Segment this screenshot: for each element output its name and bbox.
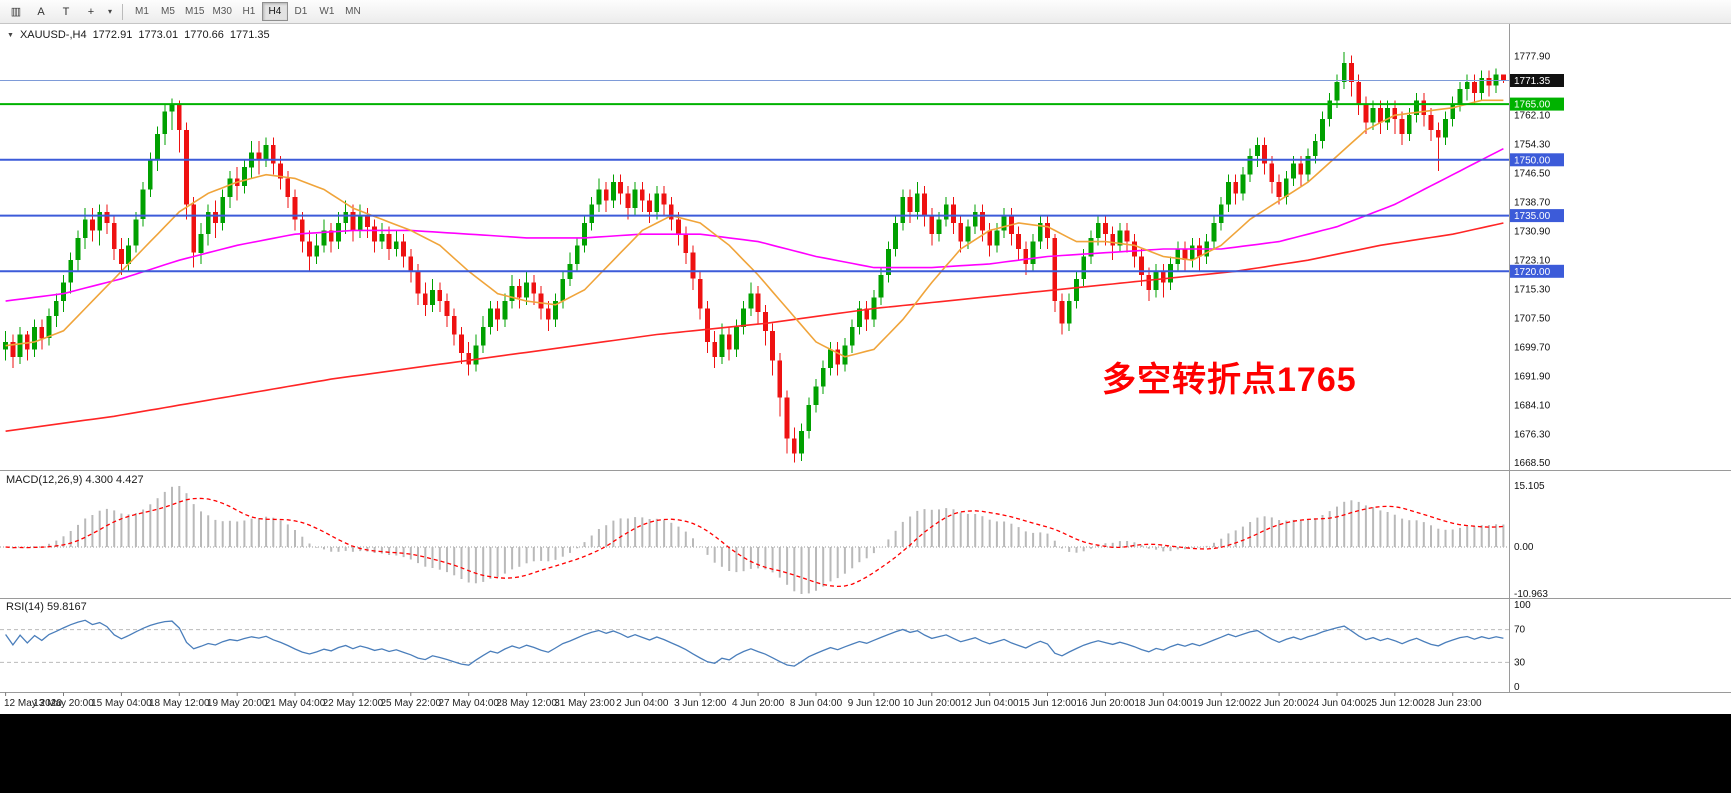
svg-text:18 Jun 04:00: 18 Jun 04:00	[1134, 698, 1192, 709]
timeframe-m15-button[interactable]: M15	[181, 2, 208, 21]
toolbar-separator	[122, 3, 123, 20]
svg-text:31 May 23:00: 31 May 23:00	[554, 698, 615, 709]
svg-text:15.105: 15.105	[1514, 481, 1545, 492]
timeframe-h1-button[interactable]: H1	[236, 2, 262, 21]
svg-text:9 Jun 12:00: 9 Jun 12:00	[848, 698, 901, 709]
macd-signal-line	[5, 497, 1504, 588]
svg-text:100: 100	[1514, 600, 1531, 611]
svg-text:1720.00: 1720.00	[1514, 267, 1551, 278]
svg-text:1746.50: 1746.50	[1514, 168, 1551, 179]
svg-text:1738.70: 1738.70	[1514, 197, 1551, 208]
timeframe-m5-button[interactable]: M5	[155, 2, 181, 21]
macd-panel: 15.105 0.00 -10.963	[0, 481, 1548, 600]
crosshair-icon[interactable]: +	[87, 5, 95, 18]
svg-text:18 May 12:00: 18 May 12:00	[149, 698, 210, 709]
ohlc-open: 1772.91	[92, 29, 133, 41]
svg-text:1707.50: 1707.50	[1514, 313, 1551, 324]
annotation-icon[interactable]: A	[37, 5, 45, 18]
svg-text:-10.963: -10.963	[1514, 589, 1548, 600]
svg-text:16 Jun 20:00: 16 Jun 20:00	[1076, 698, 1134, 709]
svg-text:15 Jun 12:00: 15 Jun 12:00	[1019, 698, 1077, 709]
svg-text:1715.30: 1715.30	[1514, 284, 1551, 295]
svg-text:1765.00: 1765.00	[1514, 100, 1551, 111]
macd-histogram	[11, 486, 1505, 594]
horizontal-levels	[0, 80, 1509, 273]
timeframe-m1-button[interactable]: M1	[129, 2, 155, 21]
svg-text:15 May 04:00: 15 May 04:00	[91, 698, 152, 709]
svg-text:1723.10: 1723.10	[1514, 255, 1551, 266]
svg-text:4 Jun 20:00: 4 Jun 20:00	[732, 698, 785, 709]
bottom-black-bar	[0, 714, 1731, 793]
symbol-label: XAUUSD-,H4	[19, 29, 87, 41]
svg-text:1699.70: 1699.70	[1514, 342, 1551, 353]
svg-text:27 May 04:00: 27 May 04:00	[438, 698, 499, 709]
symbol-ohlc-label: ▼ XAUUSD-,H4 1772.91 1773.01 1770.66 177…	[7, 29, 270, 41]
svg-text:1676.30: 1676.30	[1514, 429, 1551, 440]
chart-annotation-text: 多空转折点1765	[1102, 361, 1357, 399]
svg-text:1762.10: 1762.10	[1514, 110, 1551, 121]
svg-text:1735.00: 1735.00	[1514, 211, 1551, 222]
dropdown-caret-icon[interactable]: ▾	[107, 7, 112, 16]
timeframe-w1-button[interactable]: W1	[314, 2, 340, 21]
rsi-panel: 100 70 30 0	[0, 600, 1531, 693]
svg-text:13 May 20:00: 13 May 20:00	[33, 698, 94, 709]
svg-text:10 Jun 20:00: 10 Jun 20:00	[903, 698, 961, 709]
rsi-line	[5, 619, 1504, 667]
svg-text:0: 0	[1514, 682, 1520, 693]
rsi-indicator-label: RSI(14) 59.8167	[6, 601, 87, 613]
svg-text:12 May 2020: 12 May 2020	[4, 698, 62, 709]
svg-text:3 Jun 12:00: 3 Jun 12:00	[674, 698, 727, 709]
svg-text:25 May 22:00: 25 May 22:00	[380, 698, 441, 709]
ma-mid-line	[5, 147, 1504, 302]
svg-text:25 Jun 12:00: 25 Jun 12:00	[1366, 698, 1424, 709]
svg-text:1754.30: 1754.30	[1514, 139, 1551, 150]
ohlc-close: 1771.35	[229, 29, 270, 41]
timeframe-d1-button[interactable]: D1	[288, 2, 314, 21]
svg-text:8 Jun 04:00: 8 Jun 04:00	[790, 698, 843, 709]
svg-text:1684.10: 1684.10	[1514, 400, 1551, 411]
macd-indicator-label: MACD(12,26,9) 4.300 4.427	[6, 474, 144, 486]
svg-text:1750.00: 1750.00	[1514, 155, 1551, 166]
svg-text:24 Jun 04:00: 24 Jun 04:00	[1308, 698, 1366, 709]
price-axis: 1777.90 1762.10 1754.30 1746.50 1738.70 1730.…	[1510, 52, 1564, 469]
svg-text:19 Jun 12:00: 19 Jun 12:00	[1192, 698, 1250, 709]
timeframe-mn-button[interactable]: MN	[340, 2, 366, 21]
svg-text:19 May 20:00: 19 May 20:00	[207, 698, 268, 709]
svg-text:22 Jun 20:00: 22 Jun 20:00	[1250, 698, 1308, 709]
candles	[3, 52, 1506, 463]
ma-slow-line	[5, 222, 1504, 432]
svg-text:12 Jun 04:00: 12 Jun 04:00	[961, 698, 1019, 709]
svg-text:22 May 12:00: 22 May 12:00	[323, 698, 384, 709]
ohlc-low: 1770.66	[184, 29, 224, 41]
svg-text:1668.50: 1668.50	[1514, 458, 1551, 469]
ohlc-high: 1773.01	[138, 29, 179, 41]
svg-text:70: 70	[1514, 625, 1526, 636]
timeframe-h4-button[interactable]: H4	[261, 2, 288, 21]
main-toolbar: ▥ A T + ▾ M1 M5 M15 M30 H1 H4 D1 W1 MN	[0, 0, 1731, 24]
symbol-marker-icon: ▼	[7, 31, 14, 39]
svg-text:1777.90: 1777.90	[1514, 52, 1551, 63]
svg-text:28 May 12:00: 28 May 12:00	[496, 698, 557, 709]
svg-text:1691.90: 1691.90	[1514, 371, 1551, 382]
svg-text:30: 30	[1514, 657, 1526, 668]
svg-text:21 May 04:00: 21 May 04:00	[265, 698, 326, 709]
svg-text:0.00: 0.00	[1514, 542, 1534, 553]
svg-text:1771.35: 1771.35	[1514, 76, 1551, 87]
text-tool-icon[interactable]: T	[62, 5, 70, 18]
chart-bars-icon[interactable]: ▥	[10, 6, 22, 18]
timeframe-m30-button[interactable]: M30	[208, 2, 235, 21]
svg-text:28 Jun 23:00: 28 Jun 23:00	[1424, 698, 1482, 709]
svg-text:1730.90: 1730.90	[1514, 226, 1551, 237]
svg-text:2 Jun 04:00: 2 Jun 04:00	[616, 698, 669, 709]
